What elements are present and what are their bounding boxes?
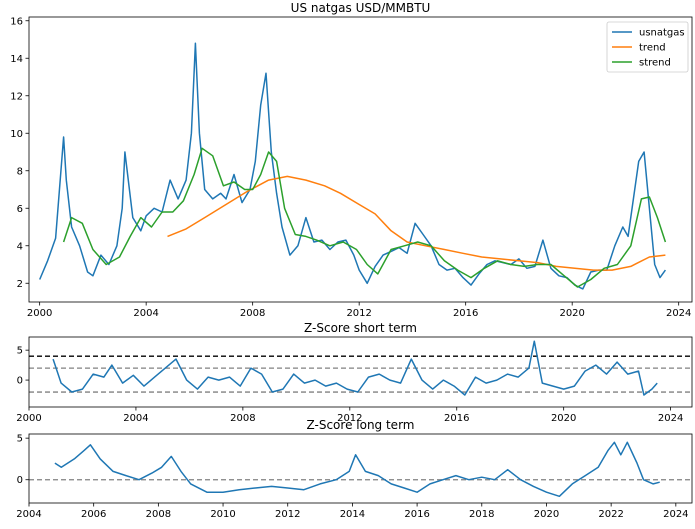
zscore-short-chart: 2000 2004 2008 2012 2016 2020 2024 0 5 Z-Score sh…: [16, 321, 693, 424]
price-series-line-strend: [62, 147, 667, 288]
zscore-long-y-tick-label: 0: [17, 475, 23, 486]
price-y-tick-label: 14: [10, 54, 23, 65]
price-y-tick-label: 16: [10, 16, 23, 27]
zscore-short-x-tick-label: 2012: [337, 413, 362, 424]
price-x-tick-label: 2016: [453, 308, 478, 319]
price-y-tick-label: 4: [17, 241, 23, 252]
zscore-long-series-line-0: [54, 441, 660, 498]
zscore-long-x-tick-label: 2018: [469, 509, 494, 520]
zscore-long-x-tick-label: 2006: [81, 509, 106, 520]
price-chart: 2000 2004 2008 2012 2016 2020 2024 2 4 6 8 10 12 14 16…: [10, 1, 693, 319]
zscore-long-x-tick-label: 2024: [663, 509, 688, 520]
price-legend: usnatgas trend strend: [606, 21, 689, 73]
zscore-long-x-tick-label: 2010: [210, 509, 235, 520]
zscore-short-title: Z-Score short term: [304, 321, 417, 335]
price-y-tick-label: 6: [17, 204, 23, 215]
legend-entry-strend: strend: [639, 58, 671, 69]
zscore-long-y-tick-label: 5: [17, 434, 23, 445]
price-y-tick-label: 12: [10, 91, 23, 102]
zscore-short-y-tick-label: 0: [17, 376, 23, 387]
price-y-tick-label: 10: [10, 129, 23, 140]
zscore-short-x-tick-label: 2024: [658, 413, 683, 424]
zscore-long-chart: 2004 2006 2008 2010 2012 2014 2016 2018 2020 2022…: [16, 418, 693, 520]
zscore-short-x-tick-label: 2020: [551, 413, 576, 424]
price-x-tick-label: 2004: [133, 308, 158, 319]
zscore-short-x-tick-label: 2016: [444, 413, 469, 424]
price-title: US natgas USD/MMBTU: [291, 1, 431, 15]
zscore-long-axes-frame: [28, 433, 693, 504]
zscore-long-x-tick-label: 2020: [534, 509, 559, 520]
price-x-tick-label: 2020: [559, 308, 584, 319]
price-x-tick-label: 2000: [27, 308, 52, 319]
zscore-short-series-line-0: [52, 340, 658, 396]
price-axes-frame: [28, 16, 693, 303]
zscore-short-axes-frame: [28, 336, 693, 408]
zscore-short-x-tick-label: 2008: [230, 413, 255, 424]
zscore-short-x-tick-label: 2004: [123, 413, 148, 424]
price-series-line-trend: [167, 175, 666, 271]
zscore-short-x-tick-label: 2000: [16, 413, 41, 424]
price-series-line-usnatgas: [39, 42, 667, 290]
zscore-long-x-tick-label: 2014: [340, 509, 365, 520]
zscore-long-x-tick-label: 2016: [404, 509, 429, 520]
zscore-short-y-tick-label: 5: [17, 346, 23, 357]
legend-entry-trend: trend: [639, 43, 666, 54]
zscore-long-title: Z-Score long term: [307, 418, 415, 432]
legend-entry-usnatgas: usnatgas: [639, 28, 685, 39]
price-x-tick-label: 2008: [240, 308, 265, 319]
price-y-tick-label: 8: [17, 166, 23, 177]
zscore-long-x-tick-label: 2012: [275, 509, 300, 520]
price-y-tick-label: 2: [17, 279, 23, 290]
zscore-long-x-tick-label: 2022: [598, 509, 623, 520]
price-x-tick-label: 2012: [346, 308, 371, 319]
price-x-tick-label: 2024: [666, 308, 691, 319]
zscore-long-x-tick-label: 2008: [146, 509, 171, 520]
zscore-long-x-tick-label: 2004: [16, 509, 41, 520]
